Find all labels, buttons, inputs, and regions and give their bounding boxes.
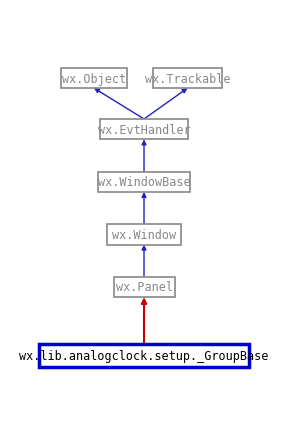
Text: wx.Window: wx.Window (112, 228, 176, 241)
Text: wx.WindowBase: wx.WindowBase (98, 176, 190, 189)
FancyBboxPatch shape (98, 172, 190, 193)
FancyBboxPatch shape (114, 277, 175, 297)
Text: wx.lib.analogclock.setup._GroupBase: wx.lib.analogclock.setup._GroupBase (19, 349, 269, 362)
FancyBboxPatch shape (107, 225, 181, 245)
Text: wx.Object: wx.Object (62, 72, 126, 86)
FancyBboxPatch shape (101, 120, 188, 140)
Text: wx.Trackable: wx.Trackable (145, 72, 230, 86)
FancyBboxPatch shape (61, 69, 126, 89)
Text: wx.Panel: wx.Panel (115, 281, 173, 294)
FancyBboxPatch shape (39, 344, 248, 367)
FancyBboxPatch shape (153, 69, 222, 89)
Text: wx.EvtHandler: wx.EvtHandler (98, 124, 190, 136)
